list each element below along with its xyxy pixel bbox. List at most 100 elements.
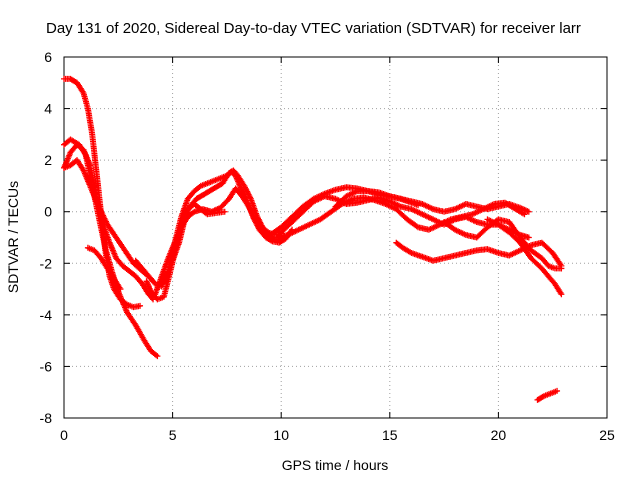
data-point — [528, 255, 544, 271]
data-point — [217, 197, 231, 211]
data-point — [115, 288, 130, 314]
satellite-track-9 — [169, 201, 228, 264]
y-tick-label: -6 — [40, 358, 53, 374]
data-point — [221, 208, 228, 215]
data-point — [152, 274, 165, 298]
data-point — [343, 184, 359, 192]
data-point — [386, 198, 403, 209]
data-point — [538, 265, 551, 278]
data-point — [484, 216, 500, 227]
data-point — [441, 219, 457, 232]
satellite-track-15 — [441, 216, 565, 272]
y-tick-label: 2 — [44, 152, 52, 168]
data-point — [132, 322, 147, 343]
data-point — [393, 239, 405, 250]
data-point — [113, 255, 125, 268]
data-point — [473, 225, 490, 241]
data-point — [84, 105, 95, 136]
y-tick-label: 0 — [44, 204, 52, 220]
data-point — [419, 201, 435, 212]
data-point — [154, 294, 166, 303]
data-point — [141, 337, 153, 353]
data-point — [258, 224, 270, 235]
data-point — [232, 185, 244, 198]
data-point — [452, 201, 468, 213]
data-point — [87, 162, 100, 198]
data-point — [267, 225, 283, 238]
data-point — [139, 280, 151, 296]
data-point — [74, 79, 86, 95]
x-tick-label: 10 — [273, 427, 289, 443]
data-point — [425, 222, 442, 233]
data-point — [554, 387, 561, 394]
data-point — [278, 220, 294, 236]
data-point — [239, 193, 251, 209]
data-point — [106, 239, 119, 260]
data-point — [399, 244, 414, 256]
data-point — [184, 209, 196, 220]
data-point — [506, 219, 523, 240]
ticks — [63, 56, 608, 419]
data-point — [165, 241, 178, 262]
data-point — [87, 182, 102, 208]
data-point — [191, 184, 203, 195]
data-point — [119, 262, 131, 273]
data-point — [299, 199, 316, 215]
data-point — [462, 247, 479, 256]
data-point — [100, 221, 112, 244]
data-point — [226, 168, 235, 176]
data-point — [547, 388, 559, 397]
grid — [64, 57, 607, 418]
data-point — [178, 197, 191, 220]
data-point — [234, 172, 247, 188]
data-point — [117, 286, 124, 293]
satellite-track-12 — [273, 194, 528, 241]
y-tick-label: 4 — [44, 101, 52, 117]
data-point — [169, 241, 182, 264]
data-point — [121, 247, 136, 265]
data-point — [495, 221, 511, 235]
data-point — [534, 393, 546, 403]
x-axis-label: GPS time / hours — [282, 457, 389, 473]
data-point — [104, 265, 116, 281]
data-point — [558, 291, 565, 298]
data-point — [551, 280, 564, 296]
data-point — [452, 250, 468, 259]
data-point — [484, 246, 500, 256]
data-point — [241, 182, 254, 201]
data-point — [230, 167, 240, 178]
y-tick-label: -8 — [40, 410, 53, 426]
data-point — [160, 269, 173, 300]
data-point — [247, 195, 260, 219]
data-point — [102, 244, 115, 273]
data-point — [310, 194, 327, 205]
data-point — [84, 244, 96, 253]
x-tick-label: 0 — [60, 427, 68, 443]
y-tick-label: -2 — [40, 255, 53, 271]
data-point — [197, 206, 209, 217]
satellite-track-4 — [61, 157, 154, 282]
data-point — [295, 222, 311, 233]
data-point — [558, 265, 565, 272]
data-point — [91, 247, 103, 260]
data-point — [80, 167, 93, 188]
data-point — [452, 226, 468, 238]
data-point — [289, 209, 305, 225]
data-marks — [61, 75, 565, 403]
satellite-track-17 — [534, 387, 561, 403]
data-point — [191, 201, 203, 212]
data-point — [158, 256, 171, 280]
data-point — [154, 353, 161, 360]
data-point — [89, 131, 100, 175]
data-point — [538, 239, 555, 255]
data-point — [132, 273, 145, 286]
data-point — [184, 189, 197, 202]
satellite-track-8 — [152, 185, 285, 298]
data-point — [549, 250, 564, 268]
x-tick-label: 20 — [491, 427, 507, 443]
data-point — [245, 203, 258, 221]
data-point — [113, 234, 127, 252]
data-point — [145, 273, 158, 286]
